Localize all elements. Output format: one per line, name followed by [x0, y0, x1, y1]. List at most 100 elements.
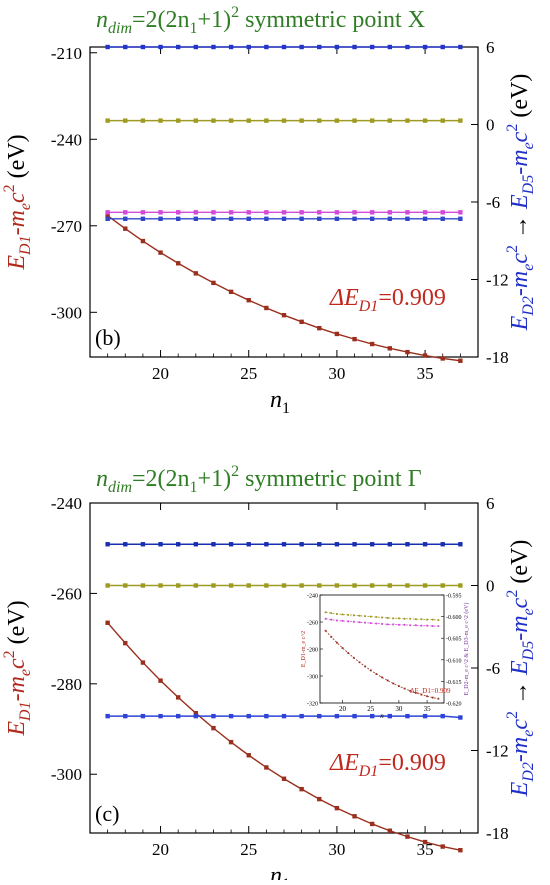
series-4-point: [264, 216, 269, 221]
inset-series-1-point: [431, 625, 434, 628]
yl-unit: (eV): [4, 134, 30, 184]
series-0-point: [281, 776, 287, 781]
yr-sup: 2: [504, 711, 521, 719]
series-0-point: [317, 325, 322, 331]
inset-series-2-point: [392, 682, 395, 685]
x-tick-label: 35: [417, 364, 434, 383]
series-3-point: [334, 713, 340, 719]
series-1-point: [440, 542, 445, 547]
inset-series-0-point: [437, 619, 440, 621]
series-1-point: [246, 542, 251, 547]
yr-E2sub: D5: [520, 641, 537, 662]
series-1-point: [422, 542, 428, 547]
series-2-point: [405, 118, 410, 123]
annotation-value: =0.909: [378, 750, 446, 776]
series-0-point: [369, 341, 375, 347]
series-1-point: [422, 44, 428, 50]
yl-Esub: D1: [17, 701, 34, 722]
series-1-point: [352, 44, 357, 50]
series-3-point: [369, 713, 375, 719]
series-2-point: [158, 118, 163, 123]
series-0-point: [458, 358, 463, 363]
series-0-point: [334, 805, 340, 811]
series-2-point: [140, 118, 146, 123]
panel-label: (c): [95, 801, 119, 826]
y-right-tick-label: -18: [486, 824, 509, 843]
title-tail: symmetric point Γ: [239, 466, 422, 492]
series-0-point: [140, 238, 146, 244]
series-2-point: [387, 583, 393, 588]
yr-unit: (eV): [507, 74, 533, 124]
inset-series-0-point: [426, 618, 428, 621]
series-1-point: [405, 44, 410, 50]
inset-series-0-point: [409, 617, 412, 620]
chart-title: ndim=2(2n1+1)2 symmetric point X: [96, 4, 425, 37]
yr-msub: e: [520, 730, 537, 737]
series-1-point: [281, 44, 287, 50]
series-0-point: [264, 765, 269, 770]
yr-Esub: D2: [520, 296, 537, 317]
inset-y-left-label: E_D1-m_e c^2: [301, 631, 307, 667]
series-3-point: [228, 210, 234, 215]
yr-sup2: 2: [504, 590, 521, 598]
series-2-point: [352, 118, 357, 123]
y-right-tick-label: 6: [486, 38, 495, 57]
series-3-point: [158, 713, 163, 719]
y-right-tick-label: -6: [486, 659, 500, 678]
series-0-point: [246, 753, 251, 758]
x-label-n: n: [270, 863, 282, 880]
inset-series-2-point: [352, 656, 355, 659]
x-tick-label: 30: [328, 840, 345, 859]
yr-c2: c: [507, 131, 533, 142]
series-3-point: [211, 210, 216, 215]
inset-series-0-point: [375, 616, 378, 618]
x-tick-label: 20: [152, 364, 169, 383]
series-3-point: [387, 210, 393, 215]
title-dim-subscript: dim: [108, 20, 132, 37]
inset-series-0-point: [392, 617, 395, 620]
series-3-point: [317, 210, 322, 215]
series-1-point: [440, 44, 445, 50]
x-tick-label: 30: [328, 364, 345, 383]
yl-E: E: [4, 255, 30, 271]
series-1-point: [228, 44, 234, 50]
series-2-point: [458, 583, 463, 588]
series-3-point: [281, 210, 287, 215]
series-1-point: [246, 44, 251, 50]
series-2-point: [123, 118, 128, 123]
series-0-point: [440, 844, 445, 849]
series-4-point: [211, 216, 216, 221]
inset-series-2-point: [358, 661, 361, 664]
x-label-subscript: 1: [282, 876, 290, 880]
inset-series-1-point: [358, 621, 361, 624]
series-1-point: [175, 542, 181, 547]
inset-x-tick-label: 20: [339, 705, 347, 713]
series-0-point: [158, 678, 163, 683]
inset-series-2-point: [330, 635, 333, 638]
inset-series-0-point: [381, 616, 383, 619]
inset-x-tick-label: 35: [424, 705, 432, 713]
yr-c2: c: [507, 597, 533, 608]
inset-y-right-tick-label: -0.605: [446, 637, 462, 643]
series-3-point: [405, 210, 410, 215]
series-1-point: [264, 542, 269, 547]
inset-x-tick-label: 25: [367, 705, 375, 713]
series-2-point: [228, 118, 234, 123]
series-3-point: [299, 713, 304, 719]
series-3-point: [264, 713, 269, 719]
yl-sup: 2: [1, 650, 18, 658]
annotation-delta: ΔE: [329, 285, 359, 311]
yl-unit: (eV): [4, 600, 30, 650]
series-3-point: [228, 713, 234, 719]
inset-series-2-point: [414, 691, 417, 694]
series-1-point: [175, 44, 181, 50]
inset-series-2-point: [398, 685, 400, 688]
series-0-point: [299, 786, 304, 792]
annotation-subscript: D1: [358, 298, 379, 315]
series-0-point: [334, 331, 340, 337]
series-2-point: [246, 118, 251, 123]
yr-m2: -m: [507, 149, 533, 174]
series-1-point: [228, 542, 234, 547]
series-2-point: [334, 118, 340, 123]
series-3-point: [193, 210, 199, 215]
